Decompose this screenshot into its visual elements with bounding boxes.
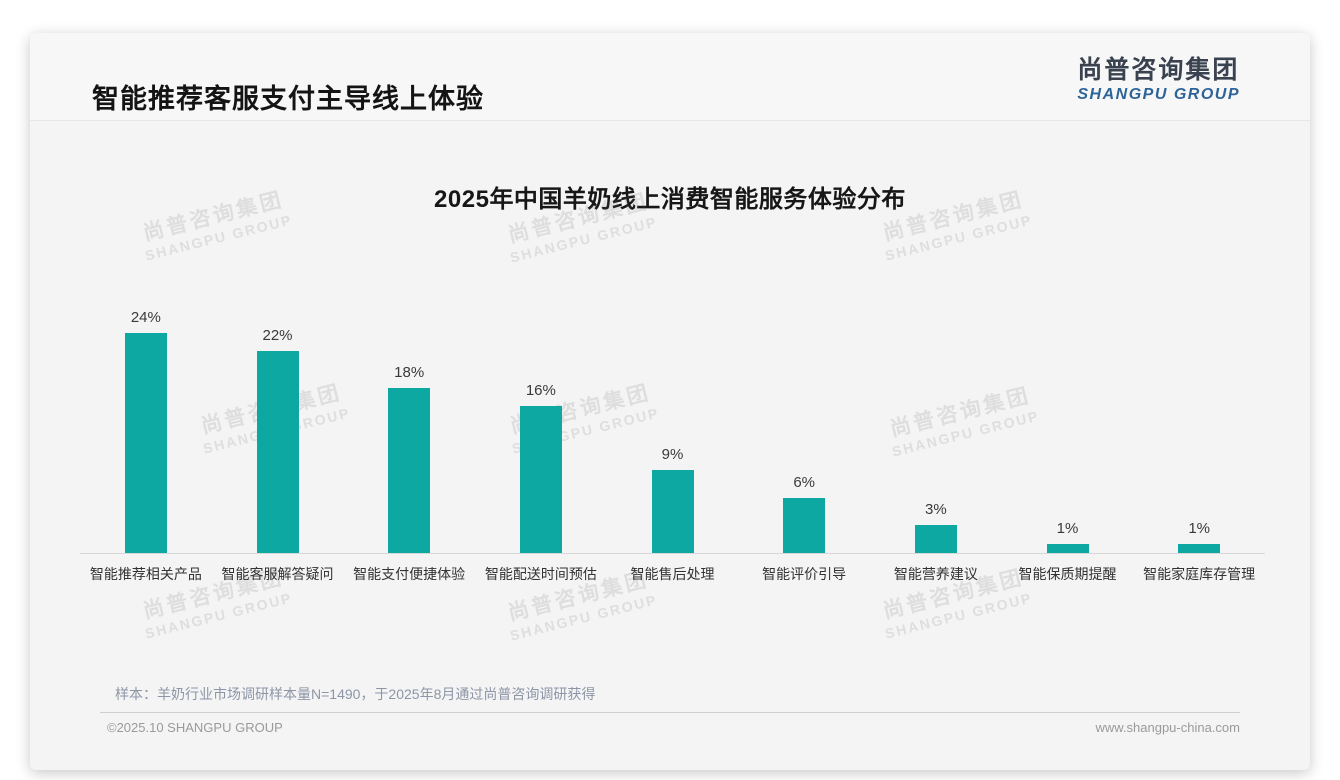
bar bbox=[256, 351, 299, 553]
category-label: 智能家庭库存管理 bbox=[1143, 566, 1256, 582]
bar bbox=[1046, 544, 1089, 553]
category-label: 智能客服解答疑问 bbox=[221, 566, 334, 582]
bar bbox=[1178, 544, 1221, 553]
slide-card: 智能推荐客服支付主导线上体验 尚普咨询集团 SHANGPU GROUP 2025… bbox=[30, 33, 1310, 770]
category-label: 智能支付便捷体验 bbox=[353, 566, 466, 582]
sample-note: 样本：羊奶行业市场调研样本量N=1490，于2025年8月通过尚普咨询调研获得 bbox=[115, 686, 596, 702]
footer-website: www.shangpu-china.com bbox=[1095, 720, 1240, 735]
footer-divider bbox=[100, 712, 1240, 713]
logo-english-text: SHANGPU GROUP bbox=[1077, 85, 1240, 103]
logo-chinese-text: 尚普咨询集团 bbox=[1077, 56, 1240, 84]
category-label: 智能评价引导 bbox=[762, 566, 847, 582]
bar-value-label: 16% bbox=[525, 382, 556, 399]
company-logo: 尚普咨询集团 SHANGPU GROUP bbox=[1077, 56, 1240, 104]
bar bbox=[519, 406, 562, 553]
chart-title: 2025年中国羊奶线上消费智能服务体验分布 bbox=[434, 186, 906, 213]
footer-copyright: ©2025.10 SHANGPU GROUP bbox=[107, 720, 283, 735]
bar-value-label: 18% bbox=[394, 364, 425, 381]
category-label: 智能营养建议 bbox=[893, 566, 978, 582]
bar-value-label: 24% bbox=[130, 309, 161, 326]
x-axis-line bbox=[80, 553, 1265, 554]
bar-value-label: 9% bbox=[661, 446, 684, 463]
header-band bbox=[30, 33, 1310, 121]
bar-value-label: 22% bbox=[262, 327, 293, 344]
bar bbox=[124, 333, 167, 553]
bar-value-label: 3% bbox=[924, 501, 947, 518]
bar-chart: 尚普咨询集团 SHANGPU GROUP 尚普咨询集团 SHANGPU GROUP 尚普… bbox=[30, 33, 1310, 770]
category-label: 智能配送时间预估 bbox=[484, 566, 597, 582]
bar bbox=[783, 498, 826, 553]
bar bbox=[651, 470, 694, 553]
category-label: 智能推荐相关产品 bbox=[89, 566, 202, 582]
bar bbox=[914, 525, 957, 553]
bar-value-label: 1% bbox=[1188, 520, 1210, 537]
bar-value-label: 1% bbox=[1056, 520, 1079, 537]
bar-value-label: 6% bbox=[793, 474, 815, 491]
category-label: 智能售后处理 bbox=[630, 566, 715, 582]
page-title: 智能推荐客服支付主导线上体验 bbox=[92, 84, 484, 114]
category-label: 智能保质期提醒 bbox=[1018, 566, 1117, 582]
bar bbox=[388, 388, 431, 553]
